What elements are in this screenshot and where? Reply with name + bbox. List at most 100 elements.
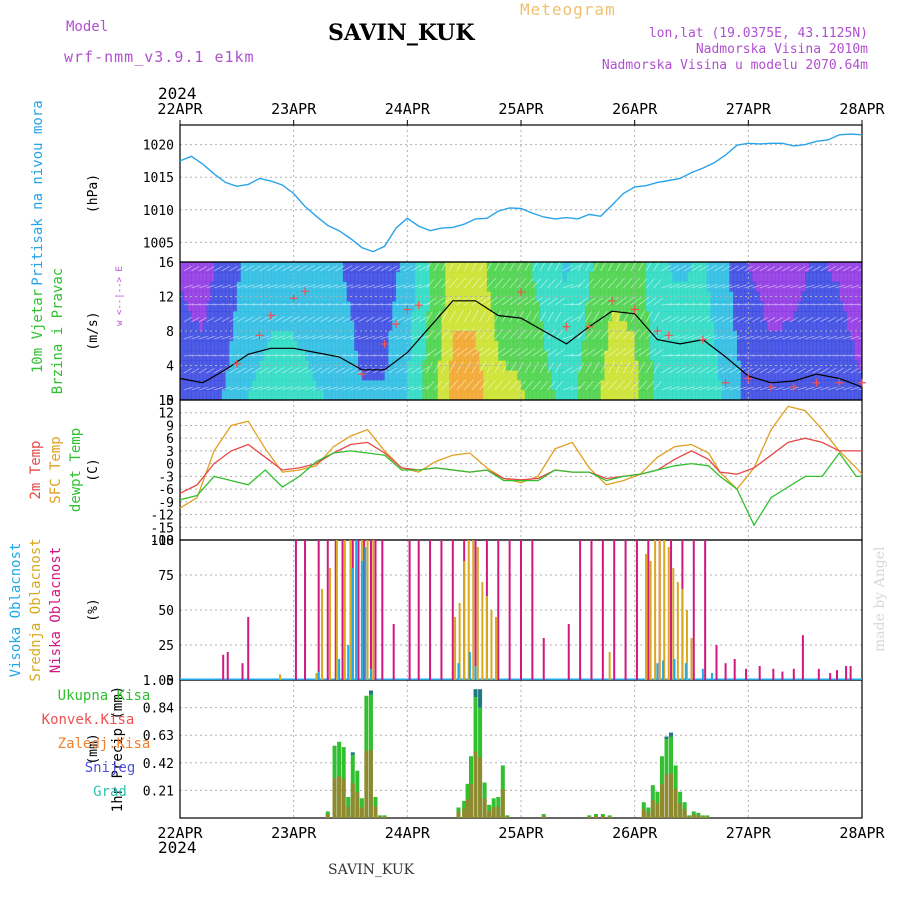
wind-field-cell <box>233 281 238 292</box>
wind-field-cell <box>657 380 662 391</box>
wind-field-cell <box>778 350 783 361</box>
wind-field-cell <box>267 271 272 283</box>
wind-field-cell <box>672 311 677 322</box>
wind-field-cell <box>248 390 253 401</box>
wind-field-cell <box>471 340 476 352</box>
wind-field-cell <box>327 360 332 371</box>
wind-field-cell <box>672 281 677 292</box>
wind-field-cell <box>623 311 628 322</box>
wind-field-cell <box>286 301 291 312</box>
wind-field-cell <box>471 370 476 381</box>
wind-field-cell <box>831 291 836 302</box>
wind-field-cell <box>755 390 761 401</box>
wind-field-cell <box>539 281 545 292</box>
wind-field-cell <box>858 262 863 273</box>
wind-field-cell <box>486 370 492 381</box>
wind-field-cell <box>437 321 442 332</box>
wind-field-cell <box>331 340 336 352</box>
wind-field-cell <box>646 321 651 332</box>
wind-field-cell <box>509 301 514 312</box>
wind-arrow <box>198 354 208 357</box>
wind-field-cell <box>377 262 382 273</box>
wind-arrow <box>547 348 558 357</box>
wind-field-cell <box>786 350 791 361</box>
wind-field-cell <box>843 311 848 322</box>
wind-field-cell <box>358 390 363 401</box>
wind-field-cell <box>479 301 484 312</box>
wind-field-cell <box>801 291 806 302</box>
wind-field-cell <box>759 370 764 381</box>
precip-conv-bar <box>359 807 364 818</box>
wind-field-cell <box>517 271 522 283</box>
wind-field-cell <box>600 291 605 302</box>
wind-field-cell <box>581 271 586 283</box>
wind-arrow <box>213 316 223 323</box>
wind-gust-mark <box>380 339 389 348</box>
precip-grad-bar <box>664 736 669 740</box>
wind-field-cell <box>502 281 507 292</box>
wind-field-cell <box>805 370 810 381</box>
wind-field-cell <box>740 360 745 371</box>
wind-field-cell <box>664 262 670 273</box>
wind-field-cell <box>653 281 658 292</box>
wind-arrow <box>653 297 664 306</box>
wind-field-cell <box>255 271 260 283</box>
wind-field-cell <box>566 291 571 302</box>
wind-field-cell <box>721 291 726 302</box>
wind-field-cell <box>259 390 264 401</box>
wind-arrow <box>623 380 633 391</box>
wind-field-cell <box>513 301 518 312</box>
wind-field-cell <box>767 301 772 312</box>
wind-field-cell <box>263 390 268 401</box>
wind-field-cell <box>786 370 791 381</box>
wind-field-cell <box>808 271 814 283</box>
wind-axis-title-2: Brzina i Pravac <box>50 268 66 394</box>
wind-field-cell <box>346 331 351 342</box>
wind-field-cell <box>835 370 840 381</box>
wind-arrow <box>357 386 368 391</box>
wind-field-cell <box>464 321 469 332</box>
wind-field-cell <box>566 311 571 322</box>
wind-field-cell <box>229 262 234 273</box>
wind-arrow <box>698 386 711 391</box>
wind-field-cell <box>706 340 711 352</box>
wind-field-cell <box>839 311 844 322</box>
wind-field-cell <box>646 370 651 381</box>
wind-arrow <box>782 284 792 289</box>
wind-field-cell <box>225 390 230 401</box>
wind-field-cell <box>805 271 810 283</box>
model-value: wrf-nmm_v3.9.1 e1km <box>64 48 255 66</box>
wind-field-cell <box>464 380 469 391</box>
wind-arrow <box>751 386 762 391</box>
wind-field-cell <box>801 380 806 391</box>
wind-field-cell <box>562 281 567 292</box>
wind-field-cell <box>604 370 609 381</box>
wind-field-cell <box>471 390 476 401</box>
wind-field-cell <box>850 370 855 381</box>
wind-field-cell <box>627 340 632 352</box>
cloud-low-bar <box>704 540 707 680</box>
wind-field-cell <box>441 350 446 361</box>
wind-arrow <box>320 303 331 306</box>
wind-field-cell <box>820 380 825 391</box>
wind-field-cell <box>790 291 795 302</box>
wind-field-cell <box>301 340 306 352</box>
wind-field-cell <box>570 321 575 332</box>
wind-arrow <box>183 368 192 374</box>
wind-field-cell <box>202 360 207 371</box>
wind-field-cell <box>475 301 480 312</box>
wind-arrow <box>585 311 592 323</box>
wind-field-cell <box>801 340 806 352</box>
wind-field-cell <box>198 321 204 332</box>
wind-field-cell <box>305 291 310 302</box>
wind-field-cell <box>642 380 647 391</box>
wind-field-cell <box>680 370 685 381</box>
temp-dew-line <box>179 450 862 527</box>
precip-conv-bar <box>346 806 351 818</box>
wind-field-cell <box>445 262 450 273</box>
wind-field-cell <box>471 271 476 283</box>
wind-arrow <box>607 380 618 391</box>
wind-field-cell <box>763 271 768 283</box>
wind-field-cell <box>297 321 302 332</box>
wind-field-cell <box>274 311 279 322</box>
